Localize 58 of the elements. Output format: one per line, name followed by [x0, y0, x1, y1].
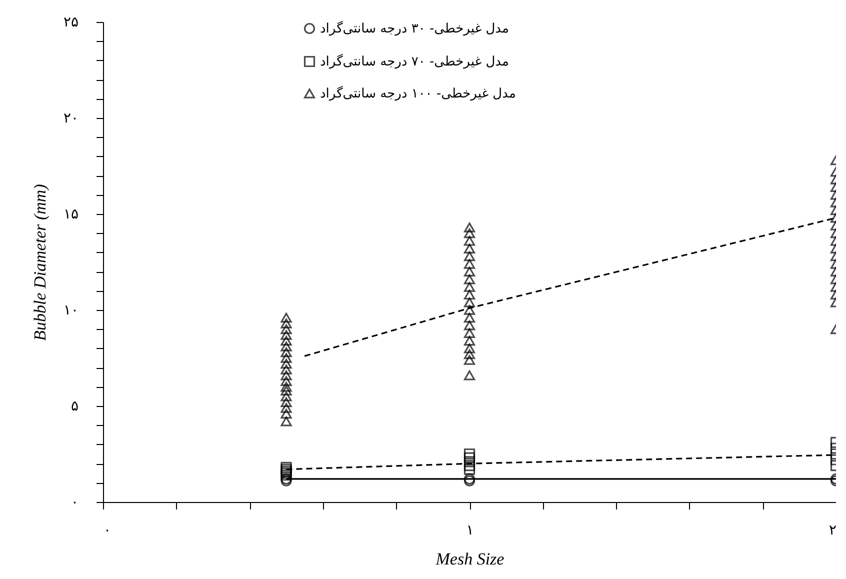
point: [464, 460, 476, 472]
y-tick-label: ۰: [70, 494, 78, 510]
point: [464, 290, 476, 300]
y-axis-title: Bubble Diameter (mm): [30, 184, 50, 341]
point: [464, 282, 476, 292]
point: [464, 336, 476, 346]
point: [280, 347, 292, 358]
point: [464, 464, 476, 475]
legend-label: مدل غیرخطی- ۳۰ درجه سانتی‌گراد: [320, 20, 509, 36]
point: [280, 408, 292, 419]
point: [464, 448, 476, 460]
point: [464, 259, 476, 269]
point: [464, 452, 476, 464]
y-tick-label: ۱۰: [63, 302, 78, 318]
point: [464, 236, 476, 246]
point: [464, 328, 476, 338]
point: [280, 416, 292, 426]
point: [464, 244, 476, 254]
point: [280, 358, 292, 369]
y-tick-label: ۱۵: [63, 206, 78, 222]
point: [464, 355, 476, 365]
point: [280, 318, 292, 328]
point: [280, 382, 292, 392]
point: [464, 297, 476, 308]
point: [464, 320, 476, 330]
legend-label: مدل غیرخطی- ۱۰۰ درجه سانتی‌گراد: [320, 86, 516, 102]
y-tick-label: ۵: [70, 398, 78, 414]
y-tick-label: ۲۰: [63, 110, 78, 126]
point: [280, 370, 292, 380]
point: [280, 364, 292, 374]
point: [464, 305, 476, 315]
point: [280, 324, 292, 334]
x-tick-label: ۱: [466, 522, 474, 538]
point: [464, 456, 476, 468]
point: [280, 330, 292, 340]
point: [280, 386, 292, 396]
point: [280, 391, 292, 402]
point: [464, 343, 476, 354]
point: [280, 376, 292, 386]
point: [280, 403, 292, 413]
point: [464, 312, 476, 323]
point: [464, 228, 476, 238]
point: [280, 336, 292, 346]
y-tick-label: ۲۵: [63, 14, 78, 30]
point: [464, 274, 476, 284]
point: [280, 342, 292, 352]
x-tick-label: ۲: [828, 522, 836, 538]
point: [280, 353, 292, 363]
point: [464, 251, 476, 262]
point: [280, 397, 292, 408]
point: [464, 222, 476, 232]
point: [464, 266, 476, 277]
point: [464, 349, 476, 360]
legend-label: مدل غیرخطی- ۷۰ درجه سانتی‌گراد: [320, 54, 509, 70]
point: [280, 312, 292, 323]
x-axis-title: Mesh Size: [434, 550, 505, 568]
point: [464, 370, 476, 380]
x-tick-label: ۰: [104, 522, 112, 538]
